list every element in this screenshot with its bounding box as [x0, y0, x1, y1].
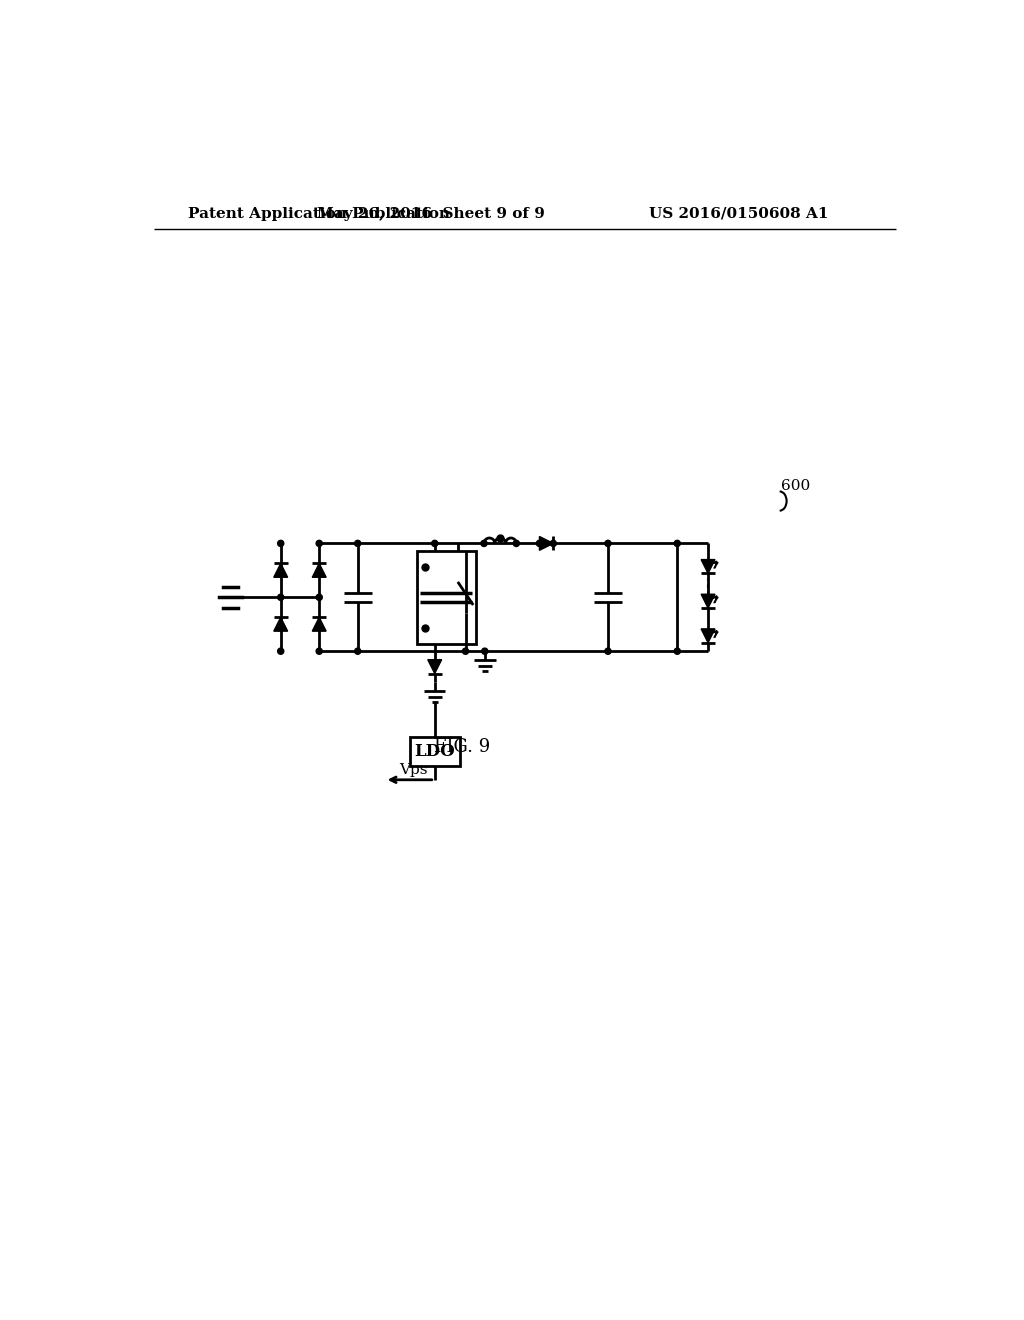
Text: 600: 600	[781, 479, 810, 492]
Text: Vps: Vps	[399, 763, 427, 776]
Circle shape	[278, 648, 284, 655]
Circle shape	[316, 540, 323, 546]
Polygon shape	[701, 628, 715, 643]
Circle shape	[354, 648, 360, 655]
Polygon shape	[273, 564, 288, 577]
Polygon shape	[701, 560, 715, 573]
Text: US 2016/0150608 A1: US 2016/0150608 A1	[649, 207, 828, 220]
Text: LDO: LDO	[415, 743, 455, 760]
Polygon shape	[701, 594, 715, 609]
Circle shape	[674, 648, 680, 655]
Circle shape	[605, 648, 611, 655]
Circle shape	[481, 540, 487, 546]
Circle shape	[605, 540, 611, 546]
Text: FIG. 9: FIG. 9	[433, 738, 489, 756]
Circle shape	[316, 648, 323, 655]
Polygon shape	[312, 564, 326, 577]
Circle shape	[550, 540, 556, 546]
Polygon shape	[540, 536, 553, 550]
Circle shape	[463, 648, 469, 655]
Text: May 26, 2016  Sheet 9 of 9: May 26, 2016 Sheet 9 of 9	[316, 207, 545, 220]
Bar	[417, 552, 475, 644]
Circle shape	[674, 540, 680, 546]
Polygon shape	[428, 660, 441, 673]
Bar	[410, 737, 460, 766]
Text: Patent Application Publication: Patent Application Publication	[188, 207, 451, 220]
Circle shape	[278, 540, 284, 546]
Circle shape	[513, 540, 519, 546]
Polygon shape	[312, 618, 326, 631]
Circle shape	[537, 540, 543, 546]
Circle shape	[432, 540, 438, 546]
Circle shape	[354, 540, 360, 546]
Circle shape	[481, 648, 487, 655]
Circle shape	[316, 594, 323, 601]
Circle shape	[278, 594, 284, 601]
Polygon shape	[273, 618, 288, 631]
